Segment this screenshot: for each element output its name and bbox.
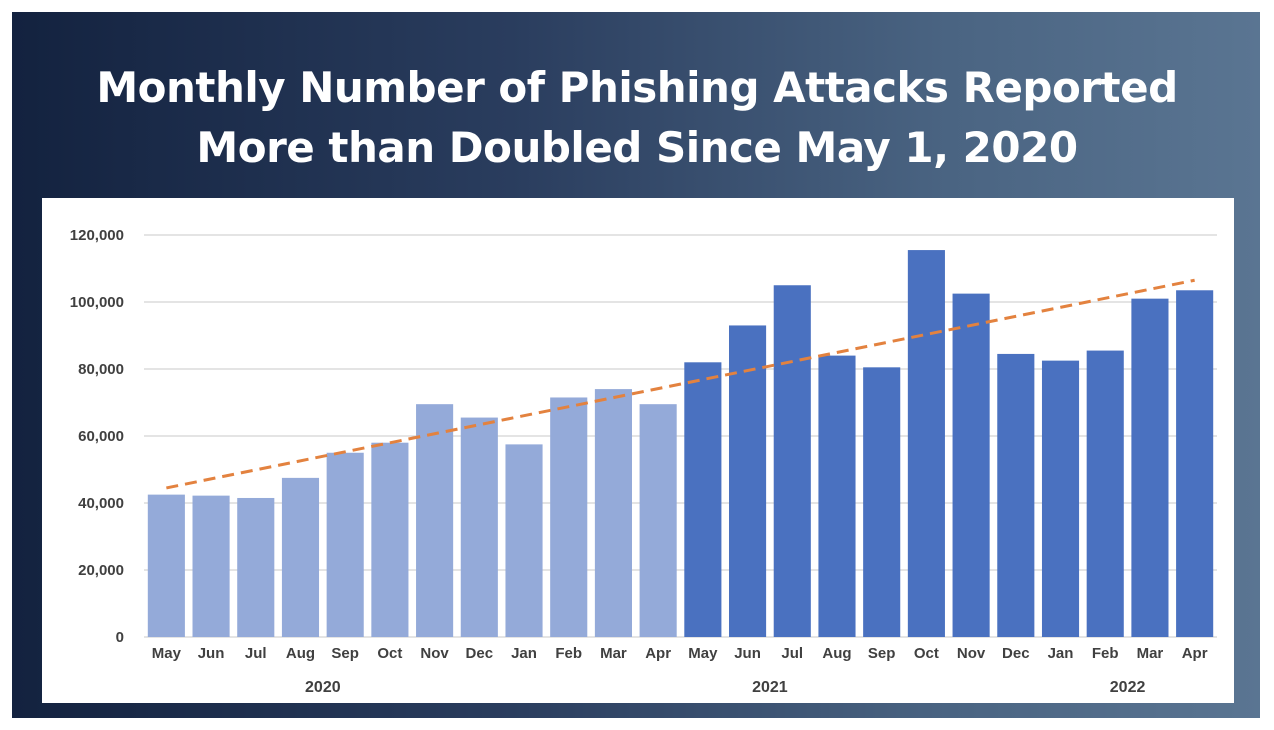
bar bbox=[460, 417, 498, 637]
bar bbox=[639, 404, 677, 637]
bar bbox=[147, 494, 185, 637]
bar-chart: 020,00040,00060,00080,000100,000120,000 … bbox=[70, 227, 1217, 696]
chart-title-line-2: More than Doubled Since May 1, 2020 bbox=[196, 123, 1078, 172]
x-tick-label: Feb bbox=[1092, 645, 1119, 662]
bar bbox=[907, 250, 945, 637]
x-tick-label: Sep bbox=[868, 645, 896, 662]
trendline bbox=[166, 278, 1195, 490]
y-tick-label: 0 bbox=[116, 629, 124, 646]
chart-panel: 0 20,000 40,000 60,000 80,000 100,000 120,000 … bbox=[42, 198, 1234, 703]
x-tick-label: Jul bbox=[245, 645, 267, 662]
bar bbox=[594, 389, 632, 637]
bar bbox=[997, 353, 1035, 637]
bar bbox=[818, 355, 856, 637]
x-tick-label: Mar bbox=[1137, 645, 1164, 662]
bar bbox=[952, 293, 990, 637]
x-tick-label: Dec bbox=[466, 645, 494, 662]
bar bbox=[729, 325, 767, 637]
year-label: 2020 bbox=[305, 679, 341, 696]
bar bbox=[326, 452, 364, 637]
bar bbox=[192, 495, 230, 637]
x-tick-label: Oct bbox=[377, 645, 402, 662]
bar bbox=[416, 404, 454, 637]
x-tick-label: Nov bbox=[420, 645, 449, 662]
x-tick-label: Jul bbox=[781, 645, 803, 662]
y-tick-label: 20,000 bbox=[78, 562, 124, 579]
bar bbox=[281, 477, 320, 637]
x-tick-label: Feb bbox=[555, 645, 582, 662]
bar bbox=[371, 442, 409, 637]
bar bbox=[863, 367, 901, 637]
y-tick-label: 60,000 bbox=[78, 428, 124, 445]
x-tick-label: Aug bbox=[286, 645, 315, 662]
x-tick-label: Oct bbox=[914, 645, 939, 662]
x-tick-label: Dec bbox=[1002, 645, 1030, 662]
bar bbox=[550, 397, 588, 637]
chart-title-line-1: Monthly Number of Phishing Attacks Repor… bbox=[96, 63, 1178, 112]
x-tick-label: Jan bbox=[511, 645, 537, 662]
bar bbox=[1041, 360, 1080, 637]
y-tick-label: 80,000 bbox=[78, 361, 124, 378]
x-tick-label: Aug bbox=[822, 645, 851, 662]
x-tick-label: May bbox=[152, 645, 182, 662]
x-tick-label: Jan bbox=[1048, 645, 1074, 662]
x-tick-label: May bbox=[688, 645, 718, 662]
y-tick-label: 120,000 bbox=[70, 227, 124, 244]
x-tick-label: Apr bbox=[645, 645, 671, 662]
x-tick-label: Nov bbox=[957, 645, 986, 662]
bar bbox=[1131, 298, 1169, 637]
year-label: 2022 bbox=[1110, 679, 1146, 696]
y-tick-label: 40,000 bbox=[78, 495, 124, 512]
x-tick-label: Mar bbox=[600, 645, 627, 662]
x-tick-label: Sep bbox=[331, 645, 359, 662]
x-tick-label: Apr bbox=[1182, 645, 1208, 662]
bar bbox=[505, 444, 543, 637]
bar bbox=[237, 497, 275, 637]
y-axis-tick-labels: 0 20,000 40,000 60,000 80,000 100,000 120,000 bbox=[70, 227, 124, 646]
bar bbox=[1176, 290, 1214, 637]
gridlines bbox=[144, 234, 1217, 638]
year-labels: 2020 2021 2022 bbox=[305, 679, 1145, 696]
bars bbox=[147, 250, 1214, 637]
x-tick-label: Jun bbox=[198, 645, 225, 662]
trendline-path bbox=[166, 278, 1195, 490]
bar bbox=[773, 285, 811, 637]
year-label: 2021 bbox=[752, 679, 788, 696]
x-tick-label: Jun bbox=[734, 645, 761, 662]
bar bbox=[684, 362, 722, 637]
x-axis-tick-labels: May Jun Jul Aug Sep Oct Nov Dec Jan Feb Mar Apr May J… bbox=[152, 645, 1208, 662]
bar bbox=[1086, 350, 1124, 637]
y-tick-label: 100,000 bbox=[70, 294, 124, 311]
